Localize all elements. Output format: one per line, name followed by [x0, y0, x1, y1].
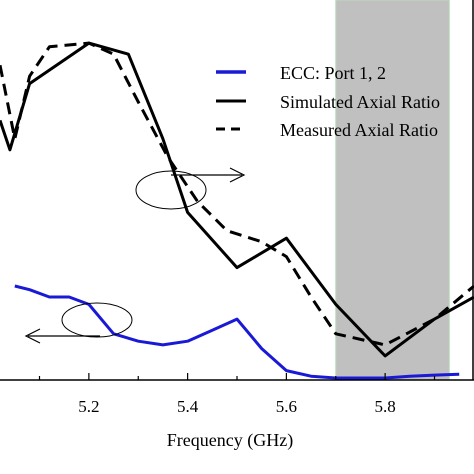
- annotation-ellipse-right: [135, 170, 207, 210]
- annotation-ellipse-left: [61, 302, 133, 338]
- series-measured-axial-ratio-line: [0, 41, 474, 347]
- x-tick-label: 5.4: [177, 397, 199, 416]
- x-tick-label: 5.8: [375, 397, 396, 416]
- legend-label-ecc: ECC: Port 1, 2: [280, 63, 386, 83]
- shaded-band: [335, 0, 450, 381]
- series-simulated-axial-ratio-line: [0, 41, 474, 358]
- x-axis-label: Frequency (GHz): [167, 430, 293, 451]
- series-layer: [0, 41, 474, 380]
- annotation-arrowhead-right: [229, 167, 246, 183]
- legend-label-simulated: Simulated Axial Ratio: [280, 92, 440, 112]
- annotation-left-axis: [24, 302, 133, 344]
- series-ecc-line: [14, 284, 460, 380]
- legend: ECC: Port 1, 2 Simulated Axial Ratio Mea…: [216, 63, 440, 140]
- x-tick-label: 5.2: [78, 397, 99, 416]
- legend-label-measured: Measured Axial Ratio: [280, 120, 438, 140]
- x-ticks: 5.2 5.4 5.6 5.8: [38, 373, 436, 416]
- annotation-arrowhead-left: [24, 328, 41, 344]
- annotation-right-axis: [135, 167, 246, 210]
- x-tick-label: 5.6: [276, 397, 297, 416]
